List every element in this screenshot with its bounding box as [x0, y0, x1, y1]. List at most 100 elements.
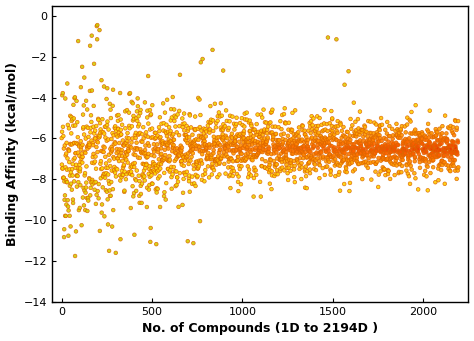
Point — [297, 147, 305, 153]
Point — [429, 155, 437, 161]
Point — [405, 148, 412, 154]
Point — [415, 151, 423, 157]
Point — [392, 144, 399, 149]
Point — [390, 162, 398, 167]
Point — [210, 128, 217, 134]
Point — [159, 138, 166, 144]
Point — [156, 115, 164, 120]
Point — [377, 115, 385, 121]
Point — [424, 164, 431, 169]
Point — [221, 153, 228, 159]
Point — [101, 154, 109, 160]
Point — [391, 145, 399, 150]
Point — [357, 151, 365, 157]
Point — [274, 139, 282, 145]
Point — [220, 161, 228, 167]
Point — [180, 155, 187, 160]
Point — [129, 183, 137, 189]
Point — [321, 107, 328, 113]
Point — [252, 145, 259, 150]
Point — [277, 157, 284, 163]
Point — [307, 130, 315, 136]
Point — [398, 133, 405, 138]
Point — [95, 117, 102, 122]
Point — [267, 151, 275, 157]
Point — [384, 156, 392, 161]
Point — [346, 133, 354, 138]
Point — [389, 136, 396, 142]
Point — [449, 130, 456, 136]
Point — [410, 130, 418, 136]
Point — [100, 149, 108, 155]
Point — [253, 121, 260, 127]
Point — [126, 169, 133, 175]
Point — [292, 132, 300, 137]
Point — [245, 120, 253, 125]
Point — [139, 161, 146, 166]
Point — [415, 137, 422, 142]
Point — [319, 154, 327, 159]
Point — [417, 133, 424, 138]
Point — [134, 96, 141, 101]
Point — [261, 165, 269, 170]
Point — [191, 127, 199, 132]
Point — [366, 136, 374, 142]
Point — [237, 143, 245, 148]
Point — [59, 166, 66, 171]
Point — [81, 75, 88, 80]
Point — [92, 154, 100, 159]
Point — [294, 160, 301, 165]
Point — [397, 154, 405, 159]
Point — [344, 129, 351, 135]
Point — [432, 133, 440, 138]
Point — [356, 143, 364, 149]
Point — [293, 157, 301, 162]
Point — [211, 157, 219, 162]
Point — [61, 193, 69, 198]
Point — [379, 165, 386, 170]
Point — [295, 134, 302, 139]
Point — [235, 174, 242, 179]
Point — [186, 112, 193, 117]
Point — [364, 138, 371, 143]
Point — [96, 130, 104, 136]
Point — [145, 143, 153, 149]
Point — [86, 43, 94, 48]
Point — [375, 155, 383, 161]
Point — [135, 131, 143, 136]
Point — [455, 165, 462, 170]
Point — [217, 147, 224, 152]
Point — [249, 152, 257, 158]
Point — [111, 141, 119, 146]
Point — [439, 138, 447, 143]
Point — [430, 143, 438, 149]
Point — [219, 153, 226, 159]
Point — [405, 154, 412, 160]
Point — [401, 150, 409, 155]
Point — [167, 128, 174, 134]
Point — [313, 126, 320, 132]
Point — [256, 148, 264, 153]
Point — [215, 140, 222, 146]
Point — [420, 157, 428, 162]
Point — [119, 143, 127, 148]
Point — [366, 137, 374, 143]
Point — [219, 68, 227, 73]
Point — [196, 149, 203, 154]
Point — [253, 152, 261, 158]
Point — [371, 120, 378, 125]
Point — [284, 177, 292, 183]
Point — [391, 149, 398, 154]
Point — [239, 134, 247, 140]
Point — [430, 134, 438, 139]
Point — [136, 155, 144, 161]
Point — [237, 158, 245, 164]
Point — [292, 107, 299, 113]
Point — [305, 148, 312, 154]
Point — [435, 163, 443, 168]
Point — [328, 154, 335, 160]
Point — [324, 155, 331, 161]
Point — [194, 126, 201, 132]
Point — [353, 139, 360, 145]
Point — [414, 130, 421, 136]
